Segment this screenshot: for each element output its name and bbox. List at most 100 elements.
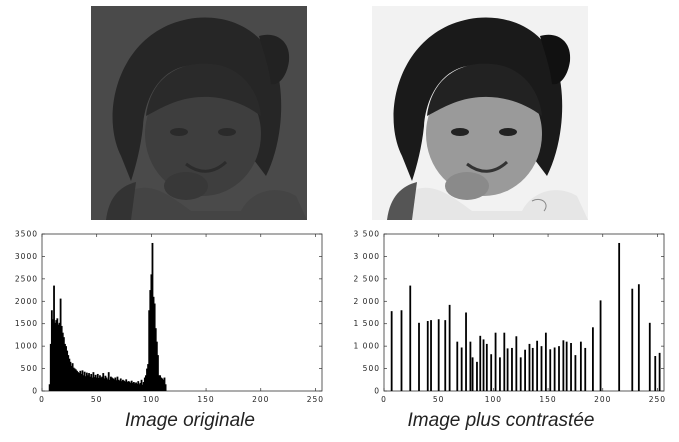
histogram-bar <box>62 337 65 391</box>
histogram-bar <box>73 368 76 391</box>
histogram-bar <box>418 322 420 391</box>
y-tick-label: 3500 <box>15 230 38 239</box>
histogram-bar <box>92 372 95 391</box>
histogram-bar <box>80 373 83 391</box>
y-tick-label: 3 500 <box>354 230 380 239</box>
histogram-bar <box>104 375 107 391</box>
histogram-bar <box>67 355 70 391</box>
histogram-bar <box>448 304 451 391</box>
histogram-bar <box>592 327 594 391</box>
histogram-bar <box>61 332 64 391</box>
histogram-bar <box>155 341 158 391</box>
histogram-bar <box>103 378 106 391</box>
histogram-bar <box>128 381 131 391</box>
y-tick-label: 3 000 <box>354 252 380 261</box>
histogram-bar <box>53 285 55 391</box>
histogram-bar <box>50 310 53 391</box>
histogram-bar <box>78 373 81 391</box>
histogram-bar <box>648 322 651 391</box>
x-tick-label: 50 <box>433 395 445 404</box>
histogram-bar <box>151 242 154 391</box>
histogram-bar <box>71 363 74 391</box>
histogram-bar <box>87 375 89 391</box>
histogram-bar <box>584 347 587 391</box>
histogram-bar <box>90 373 93 391</box>
x-tick-label: 200 <box>594 395 611 404</box>
x-tick-label: 100 <box>143 395 160 404</box>
histogram-bar <box>471 357 474 391</box>
histogram-bar <box>125 379 128 391</box>
y-tick-label: 2500 <box>15 274 38 283</box>
histogram-bar <box>426 321 429 391</box>
x-tick-label: 150 <box>539 395 556 404</box>
histogram-bar <box>494 332 497 391</box>
histogram-bar <box>160 377 163 391</box>
histogram-bar <box>137 381 140 391</box>
histogram-bar <box>97 377 100 391</box>
histogram-bar <box>114 377 117 391</box>
histogram-bar <box>108 379 111 391</box>
histogram-bar <box>142 382 145 391</box>
y-tick-label: 3000 <box>15 252 38 261</box>
y-tick-label: 1000 <box>15 342 38 351</box>
histogram-bar <box>164 384 167 391</box>
y-tick-label: 1 500 <box>354 319 380 328</box>
histogram-bar <box>135 382 137 391</box>
histogram-bar <box>437 319 440 391</box>
plot-frame <box>41 233 323 392</box>
histogram-bar <box>145 375 147 391</box>
histogram-bar <box>111 377 113 391</box>
histogram-bar <box>540 346 543 391</box>
histogram-bar <box>117 379 120 391</box>
histogram-bar <box>101 376 104 391</box>
histogram-bar <box>409 285 412 391</box>
histogram-contrast: 0 500 1 000 1 500 2 000 2 500 3 000 3 500 0 50 100… <box>354 230 666 405</box>
histogram-bar <box>64 343 66 391</box>
histogram-bar <box>536 340 539 391</box>
histogram-bar <box>56 318 59 391</box>
histogram-bar <box>519 357 522 391</box>
histogram-bar <box>511 347 513 391</box>
histogram-bar <box>565 341 568 391</box>
histogram-bar <box>115 380 118 391</box>
histogram-bar <box>140 379 143 391</box>
histogram-bar <box>476 361 478 391</box>
histogram-bar <box>153 303 156 391</box>
histogram-bar <box>157 355 159 391</box>
histogram-bar <box>479 335 482 391</box>
histogram-bar <box>558 346 560 391</box>
histogram-bar <box>618 242 621 391</box>
histogram-bar <box>124 381 127 391</box>
histogram-bar <box>148 310 151 391</box>
y-tick-label: 2000 <box>15 297 38 306</box>
histogram-bar <box>57 324 60 391</box>
x-tick-label: 250 <box>649 395 666 404</box>
histogram-bar <box>112 378 114 391</box>
histogram-bar <box>515 336 518 391</box>
histogram-bar <box>143 377 146 391</box>
histogram-bar <box>79 370 82 391</box>
histogram-bar <box>147 364 149 391</box>
caption-contrast: Image plus contrastée <box>407 410 595 431</box>
histogram-bar <box>544 332 547 391</box>
histogram-bar <box>48 384 51 391</box>
contrast-photo-image <box>372 6 588 220</box>
histogram-bar <box>158 375 160 391</box>
histogram-bar <box>149 290 152 391</box>
histogram-bar <box>574 355 577 391</box>
histogram-bar <box>69 361 72 391</box>
histogram-bar <box>65 346 67 391</box>
histogram-bar <box>49 343 52 391</box>
histogram-bar <box>150 274 153 391</box>
histogram-bar <box>59 298 62 391</box>
histogram-bar <box>88 373 90 391</box>
histogram-bar <box>123 380 125 391</box>
histogram-bar <box>83 371 86 391</box>
histogram-bar <box>131 382 134 391</box>
histogram-bar <box>390 311 393 391</box>
y-tick-label: 1500 <box>15 319 38 328</box>
histogram-bar <box>154 328 157 391</box>
histogram-bar <box>400 310 403 391</box>
histogram-bar <box>99 375 101 391</box>
